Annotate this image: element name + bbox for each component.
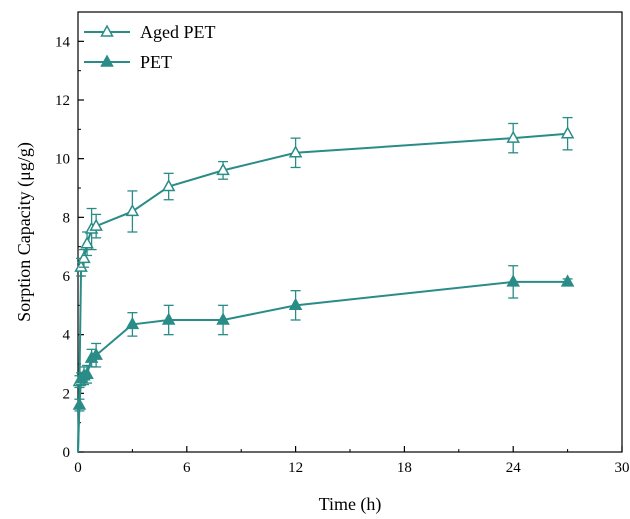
data-point [89,347,103,360]
data-point [288,145,303,158]
data-point [89,218,103,231]
legend: Aged PET PET [84,22,216,72]
legend-marker [100,54,114,67]
y-tick-label: 12 [55,93,70,109]
data-point [125,316,140,330]
data-point [560,126,575,139]
series-layer [72,116,575,453]
x-axis: 0 6 12 18 24 30 [74,446,630,476]
data-point [80,366,94,379]
x-tick-label: 18 [397,460,412,476]
x-tick-label: 24 [506,460,522,476]
data-point [72,397,87,410]
series-0 [72,116,575,453]
data-point [506,274,520,287]
data-point [161,312,176,325]
x-tick-label: 12 [288,460,303,476]
legend-marker [100,24,114,37]
y-tick-label: 2 [63,386,71,402]
y-tick-label: 6 [63,269,71,285]
y-axis-title: Sorption Capacity (μg/g) [14,142,35,322]
data-point [288,297,303,311]
x-axis-title: Time (h) [319,494,382,515]
plot-frame [77,11,623,453]
y-tick-label: 4 [63,328,71,344]
data-point [216,162,230,176]
data-point [125,203,140,217]
series-line [77,280,568,453]
data-point [80,236,94,249]
series-line [77,132,568,453]
y-tick-label: 14 [55,34,71,50]
y-tick-label: 10 [55,152,70,168]
x-tick-label: 6 [183,460,191,476]
legend-label: Aged PET [140,22,216,42]
x-tick-label: 30 [615,460,630,476]
series-1 [72,265,575,453]
data-point [77,250,91,264]
data-point [216,312,230,325]
y-tick-label: 8 [63,210,71,226]
data-point [161,179,176,192]
x-tick-label: 0 [74,460,82,476]
legend-label: PET [140,52,172,72]
data-point [560,274,575,287]
data-point [506,130,520,143]
y-tick-label: 0 [63,445,71,461]
